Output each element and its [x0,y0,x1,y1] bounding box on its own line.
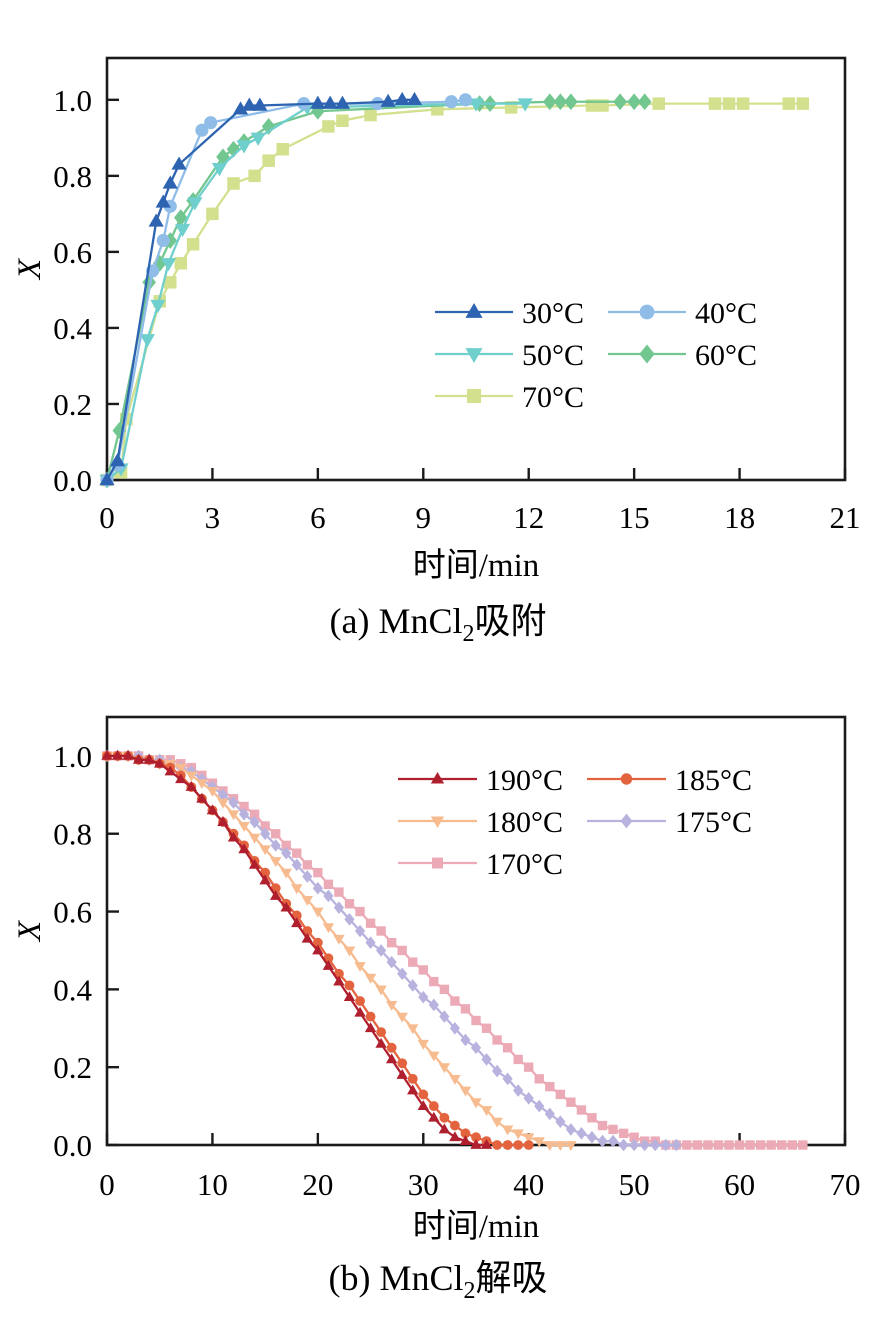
legend-item-60°C: 60°C [608,339,757,372]
x-axis-title: 时间/min [413,548,540,584]
y-axis-title: X [12,919,48,943]
series-line [107,755,677,1147]
x-tick-label: 20 [302,1167,333,1202]
legend-label: 180°C [486,806,563,839]
series-line [105,100,645,481]
legend-item-185°C: 185°C [587,764,752,797]
series-line [106,102,803,482]
caption-b-text: (b) MnCl [328,1258,464,1299]
series-70°C [100,97,810,487]
mount-a-svg: 0 3 6 9 12 15 18 21 0.0 0.2 0.4 0.6 0.8 1.0 时间/min X 30°… [12,56,861,584]
legend-label: 70°C [522,381,584,414]
y-tick-label: 0.6 [53,895,92,930]
figure-panel-b: 0 10 20 30 40 50 60 70 0.0 0.2 0.4 0.6 0.8 1.0 时间/min X… [0,687,876,1318]
figure-panel-a: 0 3 6 9 12 15 18 21 0.0 0.2 0.4 0.6 0.8 1.0 时间/min X 30°… [0,0,876,661]
legend-label: 50°C [522,339,584,372]
y-tick-label: 0.8 [53,159,92,194]
legend-label: 40°C [695,297,757,330]
chart-a: 0 3 6 9 12 15 18 21 0.0 0.2 0.4 0.6 0.8 1.0 时间/min X 30°… [0,0,876,592]
x-tick-label: 15 [619,500,650,535]
x-tick-label: 0 [99,1167,115,1202]
series-190°C [101,750,493,1150]
x-tick-label: 50 [619,1167,650,1202]
legend-label: 175°C [675,806,752,839]
series-line [105,98,415,481]
x-tick-label: 70 [830,1167,861,1202]
legend-item-190°C: 190°C [398,764,563,797]
y-tick-label: 0.4 [53,311,92,346]
legend-label: 190°C [486,764,563,797]
x-tick-label: 18 [724,500,755,535]
x-tick-label: 9 [416,500,432,535]
legend-item-50°C: 50°C [435,339,584,372]
legend-label: 170°C [486,848,563,881]
y-tick-label: 0.0 [53,463,92,498]
y-tick-label: 1.0 [53,83,92,118]
plot-frame [105,56,847,482]
y-axis: 0.0 0.2 0.4 0.6 0.8 1.0 [53,739,119,1163]
legend-item-40°C: 40°C [608,297,757,330]
y-axis: 0.0 0.2 0.4 0.6 0.8 1.0 [53,83,119,498]
legend-item-70°C: 70°C [435,381,584,414]
legend-item-30°C: 30°C [435,297,584,330]
y-tick-label: 0.8 [53,817,92,852]
caption-a-text: (a) MnCl [329,601,463,641]
x-axis: 0 10 20 30 40 50 60 70 [99,1133,861,1202]
mount-b-svg: 0 10 20 30 40 50 60 70 0.0 0.2 0.4 0.6 0.8 1.0 时间/min X… [12,716,861,1245]
caption-b-subscript: 2 [463,1278,476,1305]
series-175°C [101,749,682,1152]
legend-label: 60°C [695,339,757,372]
caption-b-suffix: 解吸 [475,1258,548,1299]
y-tick-label: 0.6 [53,235,92,270]
legend-label: 185°C [675,764,752,797]
x-axis-title: 时间/min [413,1209,540,1245]
legend-item-180°C: 180°C [398,806,563,839]
legend-label: 30°C [522,297,584,330]
x-tick-label: 12 [513,500,544,535]
series-60°C [100,93,652,489]
x-tick-label: 40 [513,1167,544,1202]
legend-item-170°C: 170°C [398,848,563,881]
legend: 190°C 185°C 180°C 175°C 170°C [398,764,752,881]
y-tick-label: 0.0 [53,1128,92,1163]
x-tick-label: 60 [724,1167,755,1202]
series-line [107,755,487,1147]
legend-item-175°C: 175°C [587,806,752,839]
x-tick-label: 0 [99,500,115,535]
x-tick-label: 6 [310,500,326,535]
chart-b: 0 10 20 30 40 50 60 70 0.0 0.2 0.4 0.6 0.8 1.0 时间/min X… [0,687,876,1249]
caption-a-suffix: 吸附 [474,601,547,641]
x-tick-label: 30 [408,1167,439,1202]
caption-a-subscript: 2 [462,621,475,647]
caption-a: (a) MnCl2吸附 [0,592,876,661]
x-tick-label: 10 [197,1167,228,1202]
x-axis: 0 3 6 9 12 15 18 21 [99,468,861,535]
y-tick-label: 0.2 [53,387,92,422]
series-line [106,102,526,481]
caption-b: (b) MnCl2解吸 [0,1249,876,1318]
legend: 30°C 40°C 50°C 60°C 70°C [435,297,757,414]
y-tick-label: 0.2 [53,1051,92,1086]
y-axis-title: X [12,257,48,281]
series-30°C [99,91,423,486]
y-tick-label: 0.4 [53,973,92,1008]
x-tick-label: 21 [830,500,861,535]
y-tick-label: 1.0 [53,739,92,774]
x-tick-label: 3 [205,500,221,535]
